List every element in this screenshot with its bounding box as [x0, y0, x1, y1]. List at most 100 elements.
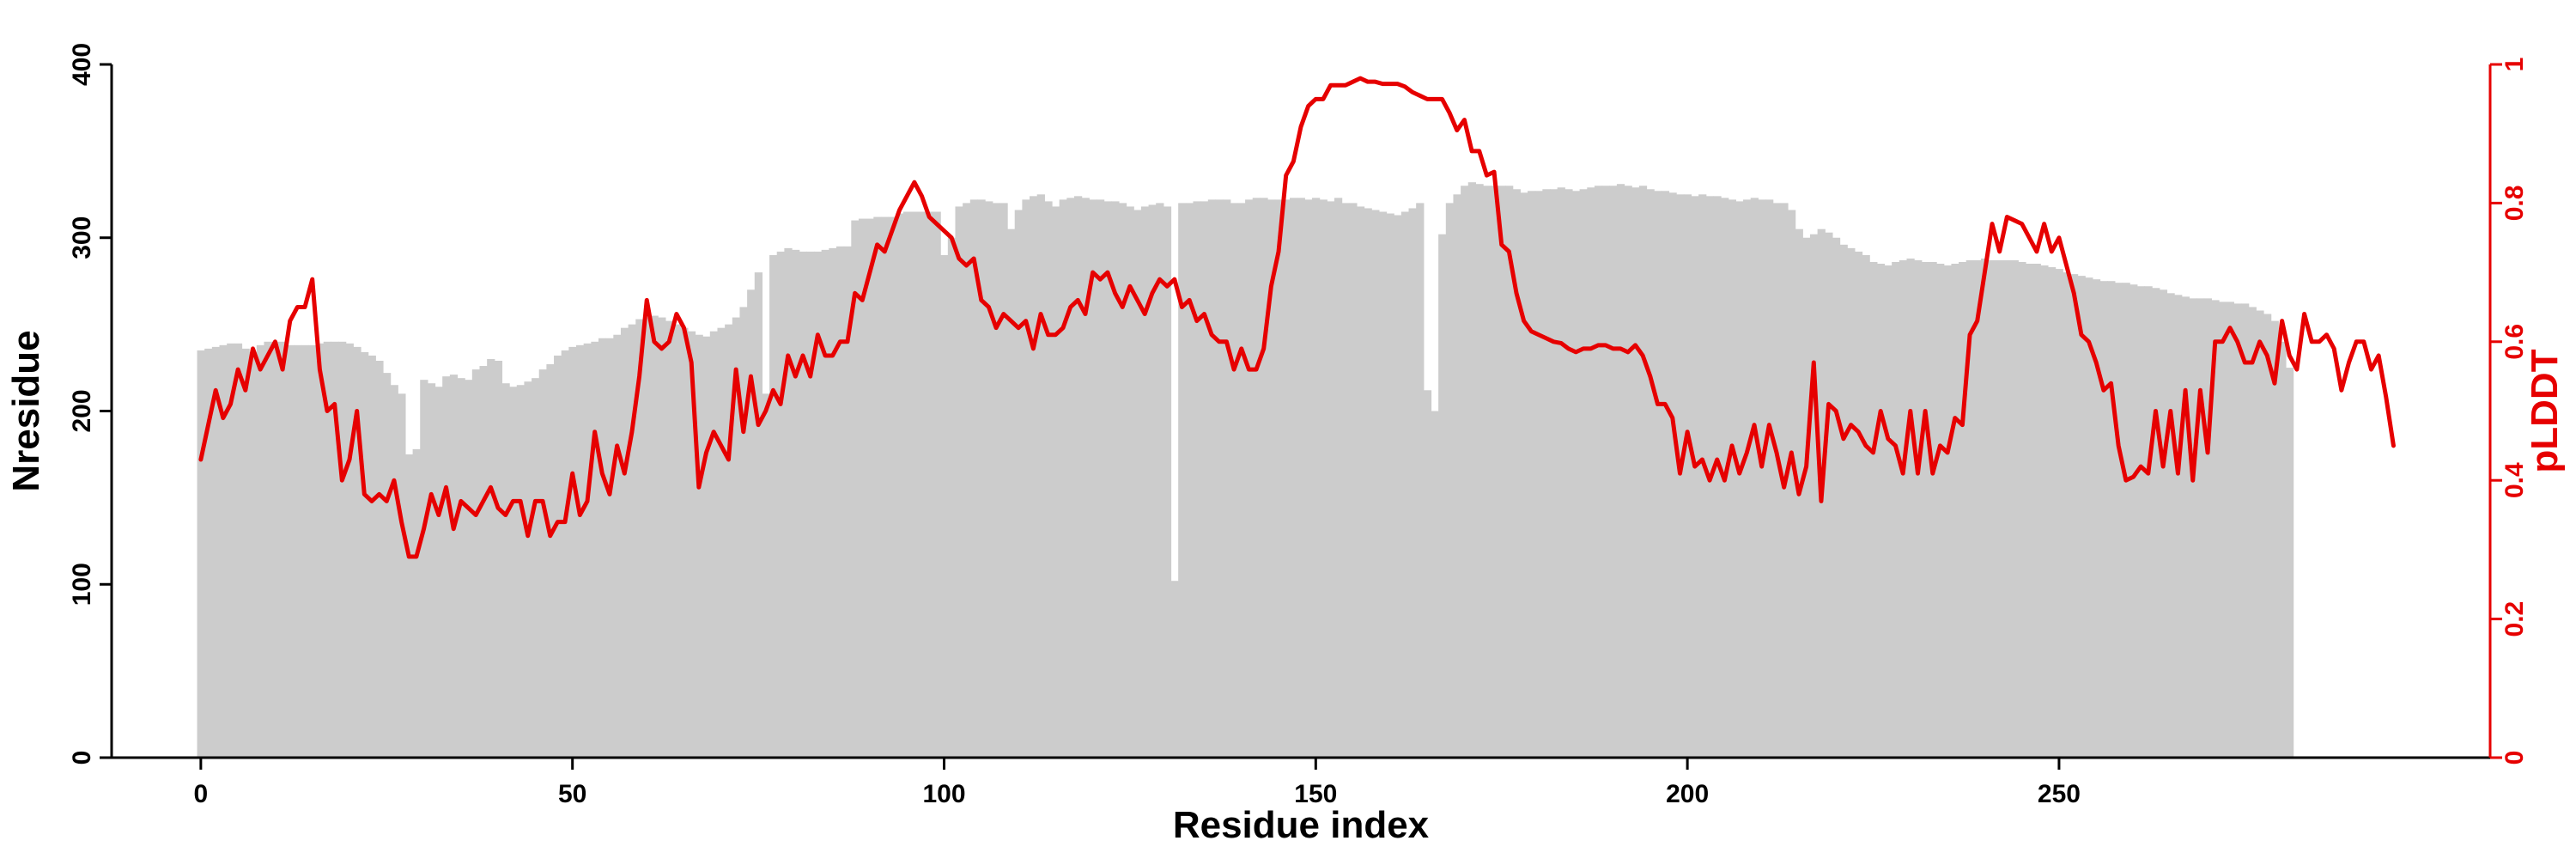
x-tick-label: 0: [194, 780, 209, 808]
bar: [747, 289, 756, 758]
bar: [792, 249, 800, 758]
bar: [368, 355, 376, 758]
x-tick-label: 150: [1294, 780, 1337, 808]
bar: [1713, 196, 1722, 758]
bar: [294, 344, 302, 758]
bar: [1274, 199, 1283, 758]
bar: [992, 203, 1001, 758]
bar: [2152, 288, 2160, 758]
bar: [1475, 184, 1484, 758]
bar: [1081, 198, 1090, 758]
bar: [784, 247, 793, 758]
bar: [650, 315, 659, 758]
bar: [1423, 390, 1432, 758]
bar: [1839, 244, 1848, 758]
bar: [1378, 211, 1388, 758]
bar: [1579, 189, 1588, 758]
bar: [776, 251, 785, 758]
bar: [1965, 259, 1974, 758]
bar: [1943, 265, 1953, 758]
bar: [933, 211, 941, 758]
bar: [2040, 265, 2049, 758]
bar: [829, 247, 837, 758]
bar: [2233, 303, 2242, 758]
bar: [457, 378, 465, 758]
bar: [538, 369, 547, 758]
bar: [1951, 264, 1959, 758]
bar: [1906, 258, 1915, 758]
bar: [1252, 198, 1261, 758]
bar: [1528, 191, 1536, 758]
bar: [1876, 264, 1886, 758]
bar: [769, 254, 778, 758]
right-y-tick-label: 0.8: [2500, 186, 2529, 222]
bar: [1356, 206, 1365, 758]
bar: [323, 341, 331, 758]
bar: [1832, 237, 1841, 758]
bar: [620, 327, 629, 758]
bar: [308, 344, 317, 758]
bar: [2211, 300, 2220, 758]
bar: [598, 338, 607, 758]
bar: [1936, 264, 1945, 758]
bar: [398, 393, 406, 758]
bar: [2085, 277, 2093, 758]
bar: [1319, 199, 1327, 758]
bar: [241, 348, 250, 758]
bar: [1215, 199, 1224, 758]
bar: [1223, 199, 1231, 758]
bar: [2241, 303, 2250, 758]
bar: [2099, 281, 2108, 758]
bar: [1073, 196, 1083, 758]
bar: [412, 448, 421, 758]
bar: [1416, 203, 1425, 758]
bar: [353, 346, 361, 758]
bar: [1728, 199, 1736, 758]
bar: [2203, 298, 2212, 758]
bar: [1133, 210, 1142, 758]
bar: [561, 350, 569, 758]
bar: [880, 216, 890, 758]
bar: [1981, 258, 1990, 758]
bar: [680, 327, 689, 758]
bar: [1030, 196, 1038, 758]
bar: [2107, 281, 2116, 758]
x-tick-label: 50: [558, 780, 586, 808]
plddt-line: [198, 76, 2396, 559]
bar: [1914, 259, 1923, 758]
bar: [360, 351, 369, 758]
bar: [1847, 247, 1856, 758]
bar: [1512, 189, 1521, 758]
bar: [546, 364, 555, 758]
bar: [256, 344, 265, 758]
bar: [1371, 210, 1380, 758]
bar: [271, 341, 280, 758]
right-y-tick-label: 0.4: [2500, 462, 2529, 498]
bar: [509, 387, 518, 758]
bar: [963, 203, 971, 758]
bar: [1594, 186, 1603, 758]
bar: [1207, 199, 1217, 758]
bar: [1059, 199, 1067, 758]
bar: [821, 249, 829, 758]
bar: [501, 383, 510, 758]
bar: [2166, 293, 2175, 758]
bar: [1014, 210, 1023, 758]
bar: [814, 251, 823, 758]
bar: [2032, 264, 2041, 758]
bar: [866, 218, 874, 758]
bar: [1327, 201, 1335, 758]
bar: [1549, 189, 1558, 758]
bar: [2003, 259, 2012, 758]
bar: [2263, 314, 2272, 758]
bar: [947, 237, 957, 758]
bar: [843, 246, 852, 758]
bar: [1170, 581, 1179, 758]
bar: [1483, 186, 1492, 758]
bar: [858, 218, 867, 758]
bar: [1103, 201, 1112, 758]
bar: [2285, 368, 2294, 758]
bar: [316, 343, 325, 758]
bar: [2270, 320, 2279, 758]
bar: [1007, 228, 1016, 758]
